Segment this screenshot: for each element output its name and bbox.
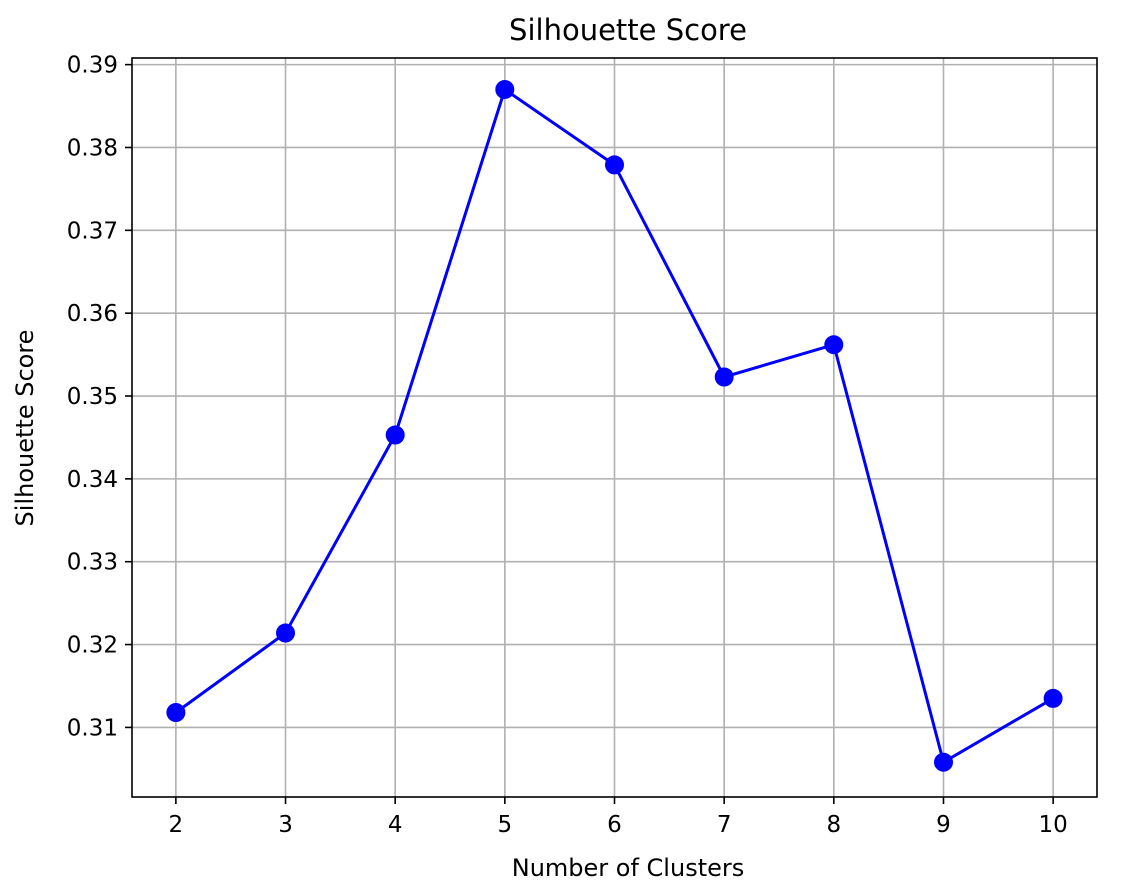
y-tick-label: 0.39 [67, 53, 118, 79]
x-tick-label: 8 [826, 812, 841, 838]
y-tick-label: 0.35 [67, 384, 118, 410]
x-tick-label: 5 [498, 812, 513, 838]
y-tick-label: 0.32 [67, 633, 118, 659]
data-point [714, 367, 734, 387]
y-tick-label: 0.31 [67, 715, 118, 741]
x-tick-label: 7 [717, 812, 732, 838]
x-tick-label: 2 [169, 812, 184, 838]
x-tick-label: 9 [936, 812, 951, 838]
y-axis-title: Silhouette Score [11, 330, 39, 527]
data-point [824, 335, 844, 355]
y-tick-label: 0.38 [67, 135, 118, 161]
data-point [1043, 688, 1063, 708]
x-axis-title: Number of Clusters [512, 854, 745, 882]
data-point [166, 703, 186, 722]
grid-lines [132, 58, 1097, 797]
y-tick-label: 0.37 [67, 218, 118, 244]
chart-title: Silhouette Score [509, 13, 747, 47]
x-axis-ticks: 2 3 4 5 6 7 8 9 10 [169, 797, 1068, 838]
y-tick-label: 0.34 [67, 467, 118, 493]
x-tick-label: 6 [607, 812, 622, 838]
x-tick-label: 4 [388, 812, 403, 838]
y-tick-label: 0.36 [67, 301, 118, 327]
y-tick-label: 0.33 [67, 550, 118, 576]
data-point [495, 80, 515, 99]
y-axis-ticks: 0.31 0.32 0.33 0.34 0.35 0.36 0.37 0.38 0.39 [67, 53, 132, 741]
x-tick-label: 10 [1038, 812, 1067, 838]
data-point [385, 425, 405, 445]
data-point-layer [166, 80, 1063, 772]
data-point [276, 623, 295, 643]
data-point [605, 155, 624, 175]
x-tick-label: 3 [278, 812, 293, 838]
data-point [934, 752, 953, 772]
